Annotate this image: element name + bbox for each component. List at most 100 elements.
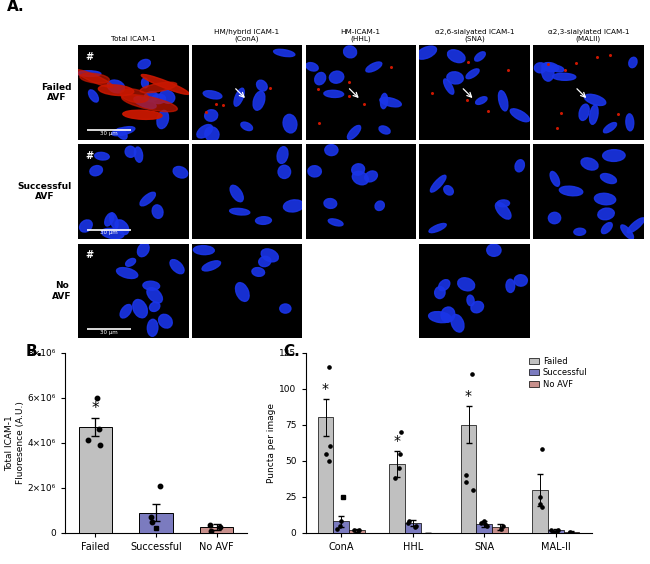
Ellipse shape (324, 90, 344, 98)
Text: *: * (393, 434, 400, 448)
Text: 30 μm: 30 μm (100, 131, 118, 136)
Bar (405, 523, 421, 533)
Ellipse shape (594, 193, 616, 205)
Text: *: * (322, 382, 329, 396)
Ellipse shape (344, 46, 357, 58)
Ellipse shape (90, 166, 103, 176)
Text: HM-ICAM-1
(HHL): HM-ICAM-1 (HHL) (341, 29, 381, 42)
Text: Total ICAM-1: Total ICAM-1 (111, 36, 155, 42)
Ellipse shape (75, 69, 113, 87)
Ellipse shape (430, 175, 446, 192)
Ellipse shape (324, 199, 337, 209)
Ellipse shape (101, 228, 124, 239)
Ellipse shape (515, 160, 525, 172)
Ellipse shape (510, 109, 530, 122)
Ellipse shape (120, 89, 148, 103)
Ellipse shape (447, 72, 463, 84)
Bar (532, 490, 548, 533)
Ellipse shape (579, 104, 590, 121)
Ellipse shape (487, 244, 501, 256)
Ellipse shape (151, 94, 166, 104)
Bar (79, 427, 112, 533)
Ellipse shape (280, 304, 291, 313)
Ellipse shape (137, 243, 149, 257)
Ellipse shape (140, 82, 177, 92)
Bar (564, 531, 579, 533)
Ellipse shape (542, 63, 558, 72)
Text: Successful
AVF: Successful AVF (18, 182, 72, 201)
Ellipse shape (138, 59, 150, 69)
Ellipse shape (88, 90, 98, 102)
Text: HM/hybrid ICAM-1
(ConA): HM/hybrid ICAM-1 (ConA) (214, 29, 280, 42)
Ellipse shape (330, 71, 344, 83)
Ellipse shape (95, 152, 109, 160)
Ellipse shape (202, 261, 220, 271)
Ellipse shape (581, 158, 598, 170)
Ellipse shape (80, 73, 109, 83)
Ellipse shape (380, 98, 401, 107)
Ellipse shape (590, 105, 598, 124)
Ellipse shape (447, 50, 465, 63)
Ellipse shape (122, 95, 177, 112)
Ellipse shape (627, 218, 645, 233)
Ellipse shape (380, 94, 387, 109)
Bar (139, 513, 173, 533)
Ellipse shape (98, 85, 134, 95)
Ellipse shape (495, 202, 511, 219)
Ellipse shape (428, 312, 451, 323)
Text: A.: A. (6, 0, 24, 14)
Ellipse shape (443, 79, 454, 94)
Ellipse shape (255, 217, 272, 224)
Ellipse shape (365, 171, 378, 182)
Text: #: # (86, 151, 94, 161)
Ellipse shape (170, 259, 184, 274)
Ellipse shape (550, 171, 560, 186)
Bar (461, 425, 476, 533)
Ellipse shape (205, 127, 219, 142)
Ellipse shape (133, 299, 148, 318)
Ellipse shape (160, 90, 175, 103)
Ellipse shape (134, 96, 156, 108)
Text: *: * (465, 389, 472, 403)
Ellipse shape (429, 223, 447, 232)
Ellipse shape (601, 174, 616, 183)
Ellipse shape (283, 114, 297, 133)
Ellipse shape (514, 275, 527, 286)
Ellipse shape (598, 208, 614, 220)
Ellipse shape (458, 277, 474, 291)
Ellipse shape (261, 249, 278, 262)
Text: B.: B. (26, 344, 44, 359)
Ellipse shape (144, 92, 158, 102)
Ellipse shape (125, 146, 136, 157)
Ellipse shape (116, 267, 138, 279)
Ellipse shape (352, 171, 369, 185)
Ellipse shape (143, 281, 160, 290)
Ellipse shape (308, 166, 321, 177)
Ellipse shape (325, 144, 338, 156)
Ellipse shape (253, 91, 265, 110)
Ellipse shape (115, 220, 129, 235)
Ellipse shape (150, 302, 160, 311)
Ellipse shape (306, 63, 318, 71)
Ellipse shape (105, 213, 114, 226)
Bar (200, 527, 233, 533)
Ellipse shape (159, 314, 172, 328)
Ellipse shape (123, 110, 162, 120)
Ellipse shape (79, 220, 92, 232)
Bar (389, 464, 405, 533)
Ellipse shape (439, 280, 450, 290)
Ellipse shape (474, 52, 486, 61)
Ellipse shape (574, 228, 586, 235)
Bar (318, 417, 333, 533)
Ellipse shape (506, 279, 515, 293)
Ellipse shape (274, 49, 295, 56)
Ellipse shape (230, 185, 243, 202)
Ellipse shape (435, 287, 445, 298)
Ellipse shape (552, 73, 576, 80)
Text: 30 μm: 30 μm (100, 329, 118, 334)
Ellipse shape (234, 88, 244, 106)
Ellipse shape (584, 94, 606, 105)
Ellipse shape (148, 319, 158, 336)
Text: α2,3-sialylated ICAM-1
(MALII): α2,3-sialylated ICAM-1 (MALII) (547, 29, 629, 42)
Ellipse shape (451, 315, 464, 332)
